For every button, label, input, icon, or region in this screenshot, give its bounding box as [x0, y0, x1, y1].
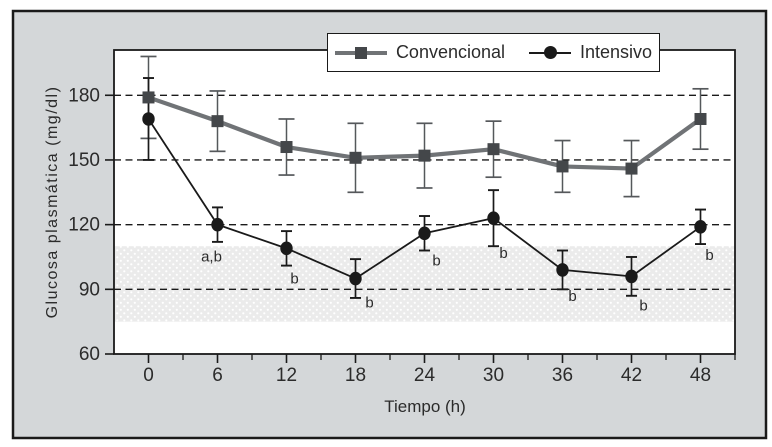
annotation-label: b: [639, 297, 647, 314]
marker-square-convencional: [625, 162, 638, 175]
x-tick-label: 42: [621, 365, 642, 386]
tick-labels: 0 6 12 18 24 30 36 42 48 60 90 120 150 180: [68, 85, 711, 386]
marker-circle-intensivo: [556, 263, 569, 277]
legend-label-convencional: Convencional: [395, 42, 506, 62]
marker-square-convencional: [694, 112, 707, 125]
legend: Convencional Intensivo: [327, 33, 660, 72]
annotation-label: a,b: [201, 249, 222, 266]
marker-circle-intensivo: [625, 269, 638, 284]
marker-square-convencional: [556, 160, 569, 173]
marker-square-convencional: [142, 91, 155, 104]
x-tick-label: 0: [143, 365, 154, 386]
marker-square-convencional: [487, 143, 500, 156]
annotation-label: b: [705, 247, 713, 264]
axis-ticks: [105, 94, 736, 363]
annotation-label: b: [568, 288, 576, 305]
annotation-label: b: [432, 252, 440, 269]
marker-square-convencional: [418, 149, 431, 162]
marker-circle-intensivo: [280, 241, 293, 256]
legend-marker-intensivo-icon: [529, 45, 572, 60]
x-tick-label: 48: [690, 365, 711, 386]
x-tick-label: 12: [276, 365, 297, 386]
annotation-label: b: [365, 295, 373, 312]
marker-square-convencional: [280, 141, 293, 154]
x-tick-label: 30: [483, 365, 504, 386]
y-tick-label: 120: [68, 215, 100, 236]
marker-circle-intensivo: [694, 219, 707, 234]
significance-annotations: a,b b b b b b b b: [201, 245, 714, 314]
y-tick-label: 180: [68, 85, 100, 106]
marker-circle-intensivo: [211, 217, 224, 232]
series-markers: [142, 91, 707, 286]
marker-square-convencional: [349, 151, 362, 164]
y-tick-label: 90: [79, 279, 100, 300]
marker-circle-intensivo: [142, 112, 155, 126]
x-tick-label: 24: [414, 365, 436, 386]
y-axis-title: Glucosa plasmática (mg/dl): [44, 85, 61, 319]
legend-marker-convencional-icon: [334, 46, 387, 60]
x-tick-label: 6: [212, 365, 223, 386]
legend-circle-icon: [544, 45, 558, 59]
marker-circle-intensivo: [418, 226, 431, 241]
marker-circle-intensivo: [349, 271, 362, 286]
legend-label-intensivo: Intensivo: [580, 42, 653, 62]
marker-circle-intensivo: [487, 211, 500, 225]
marker-square-convencional: [211, 115, 224, 128]
legend-square-icon: [354, 46, 367, 59]
y-tick-label: 150: [68, 150, 100, 171]
x-tick-label: 36: [552, 365, 573, 386]
y-tick-label: 60: [79, 344, 100, 365]
x-axis-title: Tiempo (h): [384, 397, 466, 416]
annotation-label: b: [290, 270, 298, 287]
x-tick-label: 18: [345, 365, 366, 386]
annotation-label: b: [499, 245, 507, 262]
